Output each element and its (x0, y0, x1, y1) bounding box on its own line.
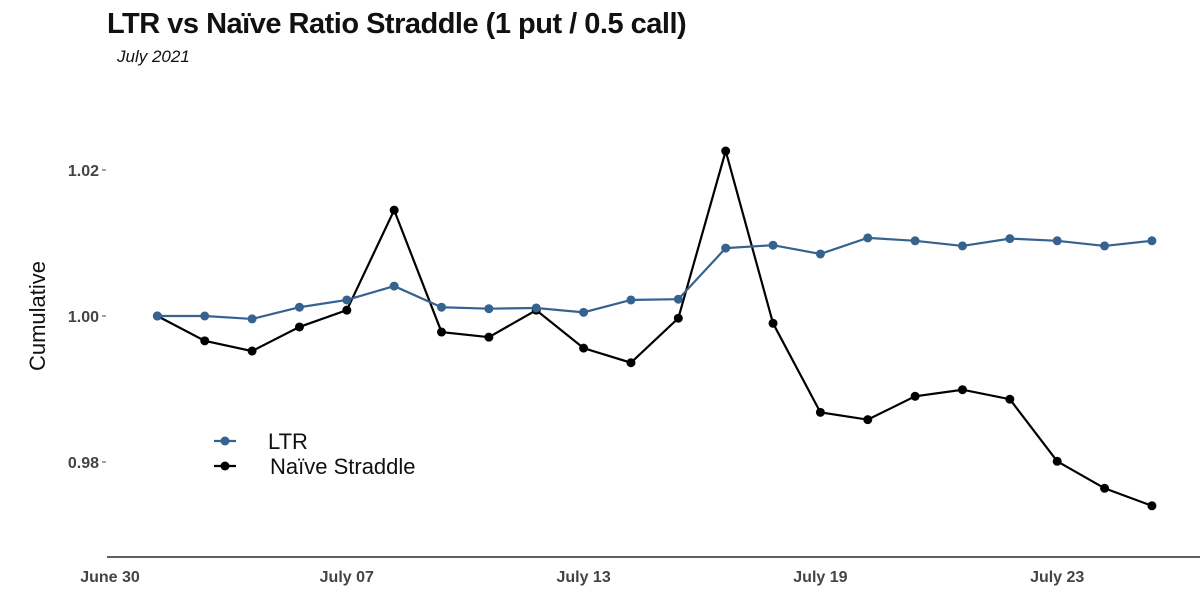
data-point (1005, 394, 1015, 404)
data-point (768, 240, 778, 250)
x-tick-label: July 13 (556, 569, 610, 586)
data-point (957, 241, 967, 251)
data-point (484, 304, 494, 314)
data-point (910, 236, 920, 246)
data-point (863, 233, 873, 243)
data-point (389, 205, 399, 215)
data-point (910, 391, 920, 401)
x-tick-label: July 19 (793, 569, 847, 586)
legend-key-point (220, 461, 230, 471)
data-point (863, 415, 873, 425)
data-point (673, 294, 683, 304)
data-point (1052, 236, 1062, 246)
data-point (579, 307, 589, 317)
data-point (531, 303, 541, 313)
data-point (152, 311, 162, 321)
y-tick-label: 1.00 (68, 309, 99, 326)
y-tick-label: 0.98 (68, 455, 99, 472)
data-point (768, 318, 778, 328)
x-tick-label: June 30 (80, 569, 140, 586)
data-point (815, 407, 825, 417)
data-point (721, 243, 731, 253)
legend-label: Naïve Straddle (270, 454, 416, 479)
data-point (437, 302, 447, 312)
legend-label: LTR (268, 429, 308, 454)
y-tick-label: 1.02 (68, 163, 99, 180)
chart-title: LTR vs Naïve Ratio Straddle (1 put / 0.5… (107, 8, 687, 40)
x-tick-label: July 23 (1030, 569, 1084, 586)
chart-subtitle: July 2021 (117, 47, 190, 66)
data-point (342, 305, 352, 315)
data-point (294, 322, 304, 332)
data-point (957, 385, 967, 395)
data-point (247, 314, 257, 324)
data-point (484, 332, 494, 342)
data-point (721, 146, 731, 156)
data-point (437, 327, 447, 337)
data-point (389, 281, 399, 291)
data-point (626, 358, 636, 368)
data-point (342, 295, 352, 305)
series-line-ltr (157, 236, 1153, 321)
data-point (626, 295, 636, 305)
data-point (1147, 236, 1157, 246)
data-point (1005, 234, 1015, 244)
data-point (294, 302, 304, 312)
legend-key-point (220, 436, 230, 446)
data-point (1100, 241, 1110, 251)
data-point (1052, 456, 1062, 466)
series-line-naive-straddle (156, 146, 1153, 507)
data-point (815, 249, 825, 259)
data-point (200, 311, 210, 321)
data-point (200, 336, 210, 346)
data-point (673, 313, 683, 323)
data-point (579, 343, 589, 353)
data-point (1147, 501, 1157, 511)
y-axis-label: Cumulative (25, 261, 50, 371)
data-point (247, 346, 257, 356)
data-point (1100, 483, 1110, 493)
x-tick-label: July 07 (320, 569, 374, 586)
